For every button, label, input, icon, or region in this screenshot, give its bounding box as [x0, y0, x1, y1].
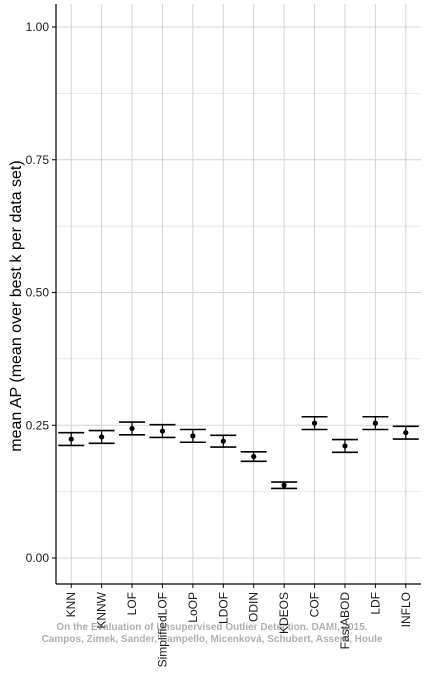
- error-bar: [240, 450, 267, 463]
- y-tick-label: 0.25: [26, 418, 50, 432]
- error-bar: [362, 415, 389, 431]
- y-axis-title: mean AP (mean over best k per data set): [8, 160, 25, 451]
- x-tick-label: LOF: [125, 592, 139, 615]
- mean-point: [99, 434, 105, 440]
- error-bars: [58, 415, 419, 490]
- mean-point: [129, 425, 135, 432]
- x-tick-label: ODIN: [247, 592, 261, 622]
- x-tick-label: SimplifiedLOF: [155, 592, 169, 667]
- mean-point: [372, 420, 378, 426]
- watermark-line-1: On the Evaluation of Unsupervised Outlie…: [56, 622, 368, 633]
- error-bar: [392, 425, 419, 440]
- mean-point: [281, 482, 287, 488]
- x-tick-labels: KNN KNNW LOF SimplifiedLOF LoOP LDOF ODIN KDEOS…: [64, 591, 413, 667]
- mean-point: [190, 433, 196, 439]
- y-tick-labels: 0.00 0.25 0.50 0.75 1.00: [26, 20, 50, 565]
- mean-point: [159, 428, 166, 434]
- mean-point: [220, 438, 226, 444]
- mean-point: [251, 453, 257, 460]
- error-bar: [301, 415, 328, 431]
- mean-point: [342, 443, 348, 449]
- error-bar: [119, 421, 146, 436]
- x-tick-label: LDF: [368, 592, 382, 615]
- grid-layer: [56, 4, 421, 584]
- error-bar: [149, 423, 176, 439]
- x-tick-label: KDEOS: [277, 592, 291, 634]
- y-tick-label: 0.50: [26, 286, 50, 300]
- error-bar: [271, 481, 298, 490]
- x-tick-label: INFLO: [399, 592, 413, 627]
- x-tick-label: LDOF: [216, 592, 230, 624]
- error-bar: [58, 431, 85, 447]
- error-bar: [210, 434, 237, 448]
- mean-point: [403, 430, 409, 436]
- x-tick-label: KNNW: [95, 591, 109, 628]
- y-tick-label: 0.00: [26, 551, 50, 565]
- mean-point: [68, 436, 74, 442]
- error-bar: [88, 429, 115, 445]
- error-bar: [179, 428, 206, 444]
- x-tick-label: KNN: [64, 592, 78, 617]
- x-tick-label: COF: [308, 592, 322, 617]
- y-tick-label: 0.75: [26, 153, 50, 167]
- mean-point: [311, 420, 318, 426]
- axis-layer: [52, 4, 421, 588]
- x-tick-label: LoOP: [186, 592, 200, 623]
- error-bar: [331, 438, 358, 454]
- watermark-line-2: Campos, Zimek, Sander, Campello, Micenko…: [41, 634, 383, 645]
- x-tick-label: FastABOD: [338, 592, 352, 650]
- y-tick-label: 1.00: [26, 20, 50, 34]
